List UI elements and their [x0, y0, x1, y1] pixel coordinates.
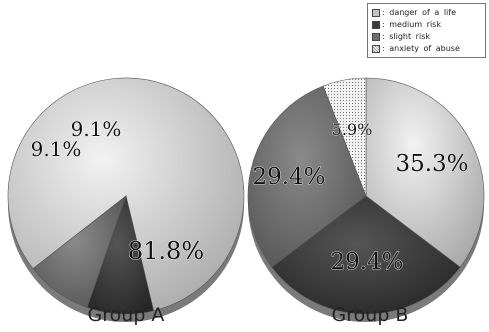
- legend-swatch-icon: [372, 20, 380, 29]
- data-label: 29.4%: [330, 249, 403, 275]
- data-label: 9.1%: [31, 137, 82, 161]
- group-a-label: Group A: [87, 304, 165, 326]
- legend-item-slight-risk: : slight risk: [372, 31, 430, 42]
- data-label: 81.8%: [128, 237, 204, 265]
- legend-label: : slight risk: [382, 32, 430, 41]
- legend-swatch-icon: [372, 8, 380, 17]
- legend-item-medium-risk: : medium risk: [372, 19, 441, 30]
- pie-slice-danger-of-a-life: [365, 77, 485, 268]
- legend-label: : danger of a life: [382, 8, 457, 17]
- pie-slice-anxiety-of-abuse: [322, 77, 367, 197]
- data-label: 5.9%: [332, 120, 373, 139]
- legend-label: : anxiety of abuse: [382, 44, 460, 53]
- legend-label: : medium risk: [382, 20, 441, 29]
- legend-swatch-icon: [372, 44, 380, 53]
- pie-slice-slight-risk: [32, 195, 127, 308]
- data-label: 29.4%: [252, 164, 325, 190]
- data-label: 9.1%: [71, 117, 122, 141]
- pie-group-b: 35.3% 29.4% 29.4% 5.9%: [247, 77, 485, 322]
- legend: : danger of a life : medium risk : sligh…: [367, 3, 486, 58]
- legend-item-danger-of-a-life: : danger of a life: [372, 7, 456, 18]
- legend-item-anxiety-of-abuse: : anxiety of abuse: [372, 43, 460, 54]
- pie-slice-slight-risk: [247, 85, 367, 268]
- group-b-label: Group B: [331, 304, 409, 326]
- pie-group-a: 81.8% 9.1%9.1%: [7, 77, 245, 322]
- legend-swatch-icon: [372, 32, 380, 41]
- pie-slice-medium-risk: [271, 195, 461, 315]
- data-label: 35.3%: [395, 151, 468, 177]
- pie-slice-danger-of-a-life: [7, 77, 245, 312]
